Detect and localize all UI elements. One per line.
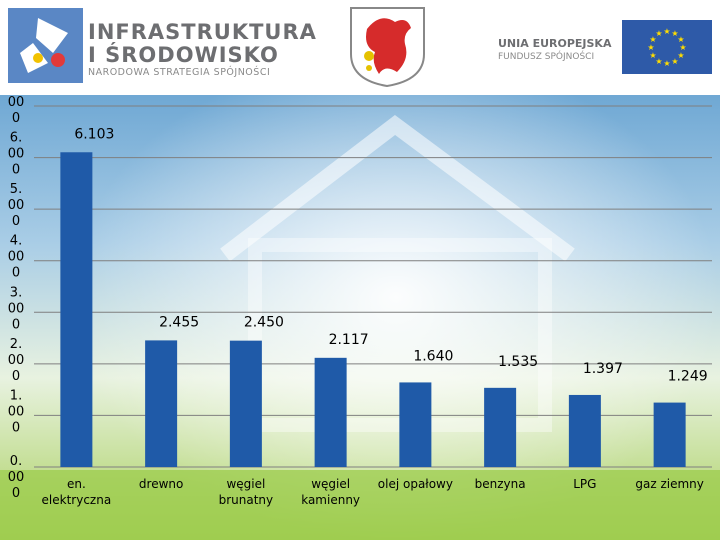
bars xyxy=(60,152,686,467)
svg-text:★: ★ xyxy=(655,29,662,38)
y-tick-label: 2. 00 0 xyxy=(8,337,25,384)
y-tick-label: 1. 00 0 xyxy=(8,388,25,435)
bar xyxy=(60,152,93,467)
y-tick-label: 7.000 xyxy=(8,95,25,126)
logo-banner: INFRASTRUKTURA I ŚRODOWISKO NARODOWA STR… xyxy=(0,0,720,95)
svg-text:★: ★ xyxy=(649,35,656,44)
category-label: węgiel brunatny xyxy=(219,477,274,507)
svg-text:★: ★ xyxy=(671,57,678,66)
bar xyxy=(653,402,686,467)
y-tick-label: 5. 00 0 xyxy=(8,182,25,229)
svg-text:★: ★ xyxy=(671,29,678,38)
bar xyxy=(145,340,178,467)
svg-text:★: ★ xyxy=(663,59,670,68)
value-label: 2.117 xyxy=(329,332,369,348)
y-tick-label: 3. 00 0 xyxy=(8,285,25,332)
bar xyxy=(229,340,262,467)
bar xyxy=(314,357,347,467)
value-label: 1.535 xyxy=(498,354,538,370)
y-tick-label: 4. 00 0 xyxy=(8,234,25,281)
category-label: LPG xyxy=(573,477,596,491)
value-label: 6.103 xyxy=(74,126,114,142)
svg-text:★: ★ xyxy=(677,35,684,44)
logo-title-line1: INFRASTRUKTURA xyxy=(88,20,317,44)
value-label: 1.397 xyxy=(583,361,623,377)
eu-flag-icon: ★ ★★ ★★★ ★★★ ★★★ xyxy=(622,20,712,74)
bar xyxy=(399,382,432,467)
svg-text:★: ★ xyxy=(679,43,686,52)
infrastruktura-logo-icon xyxy=(8,8,83,83)
logo-title-line2: I ŚRODOWISKO xyxy=(88,43,279,67)
category-label: drewno xyxy=(139,477,183,491)
category-label: benzyna xyxy=(475,477,526,491)
bar xyxy=(484,387,517,467)
category-label: en. elektryczna xyxy=(42,477,112,507)
gridlines xyxy=(34,105,712,468)
bar xyxy=(568,394,601,467)
svg-text:★: ★ xyxy=(677,51,684,60)
category-label: gaz ziemny xyxy=(635,477,704,491)
logo-subtitle: NARODOWA STRATEGIA SPÓJNOŚCI xyxy=(88,67,271,78)
y-tick-label: 0. 00 0 xyxy=(8,454,25,501)
value-label: 2.455 xyxy=(159,314,199,330)
svg-text:★: ★ xyxy=(663,27,670,36)
y-tick-label: 6. 00 0 xyxy=(8,131,25,178)
griffin-crest-icon xyxy=(350,7,425,88)
value-label: 1.640 xyxy=(413,348,453,364)
value-labels: 6.103 2.455 2.450 2.117 1.640 1.535 1.397 1.249 xyxy=(74,126,707,384)
eu-label-line2: FUNDUSZ SPÓJNOŚCI xyxy=(498,52,595,62)
value-label: 2.450 xyxy=(244,315,284,331)
svg-text:★: ★ xyxy=(649,51,656,60)
category-label: olej opałowy xyxy=(378,477,453,491)
y-axis-ticks: 0.000 1.000 2.000 3.000 4.000 5.000 6.000 7.000 xyxy=(8,95,25,501)
eu-label-line1: UNIA EUROPEJSKA xyxy=(498,37,612,50)
category-labels: en. elektryczna drewno węgiel brunatny węgiel… xyxy=(42,477,704,507)
value-label: 1.249 xyxy=(668,369,708,385)
svg-text:★: ★ xyxy=(655,57,662,66)
svg-text:★: ★ xyxy=(647,43,654,52)
category-label: węgiel kamienny xyxy=(301,477,360,507)
bar-chart: 0.000 1.000 2.000 3.000 4.000 5.000 6.000 7.000… xyxy=(8,95,712,507)
